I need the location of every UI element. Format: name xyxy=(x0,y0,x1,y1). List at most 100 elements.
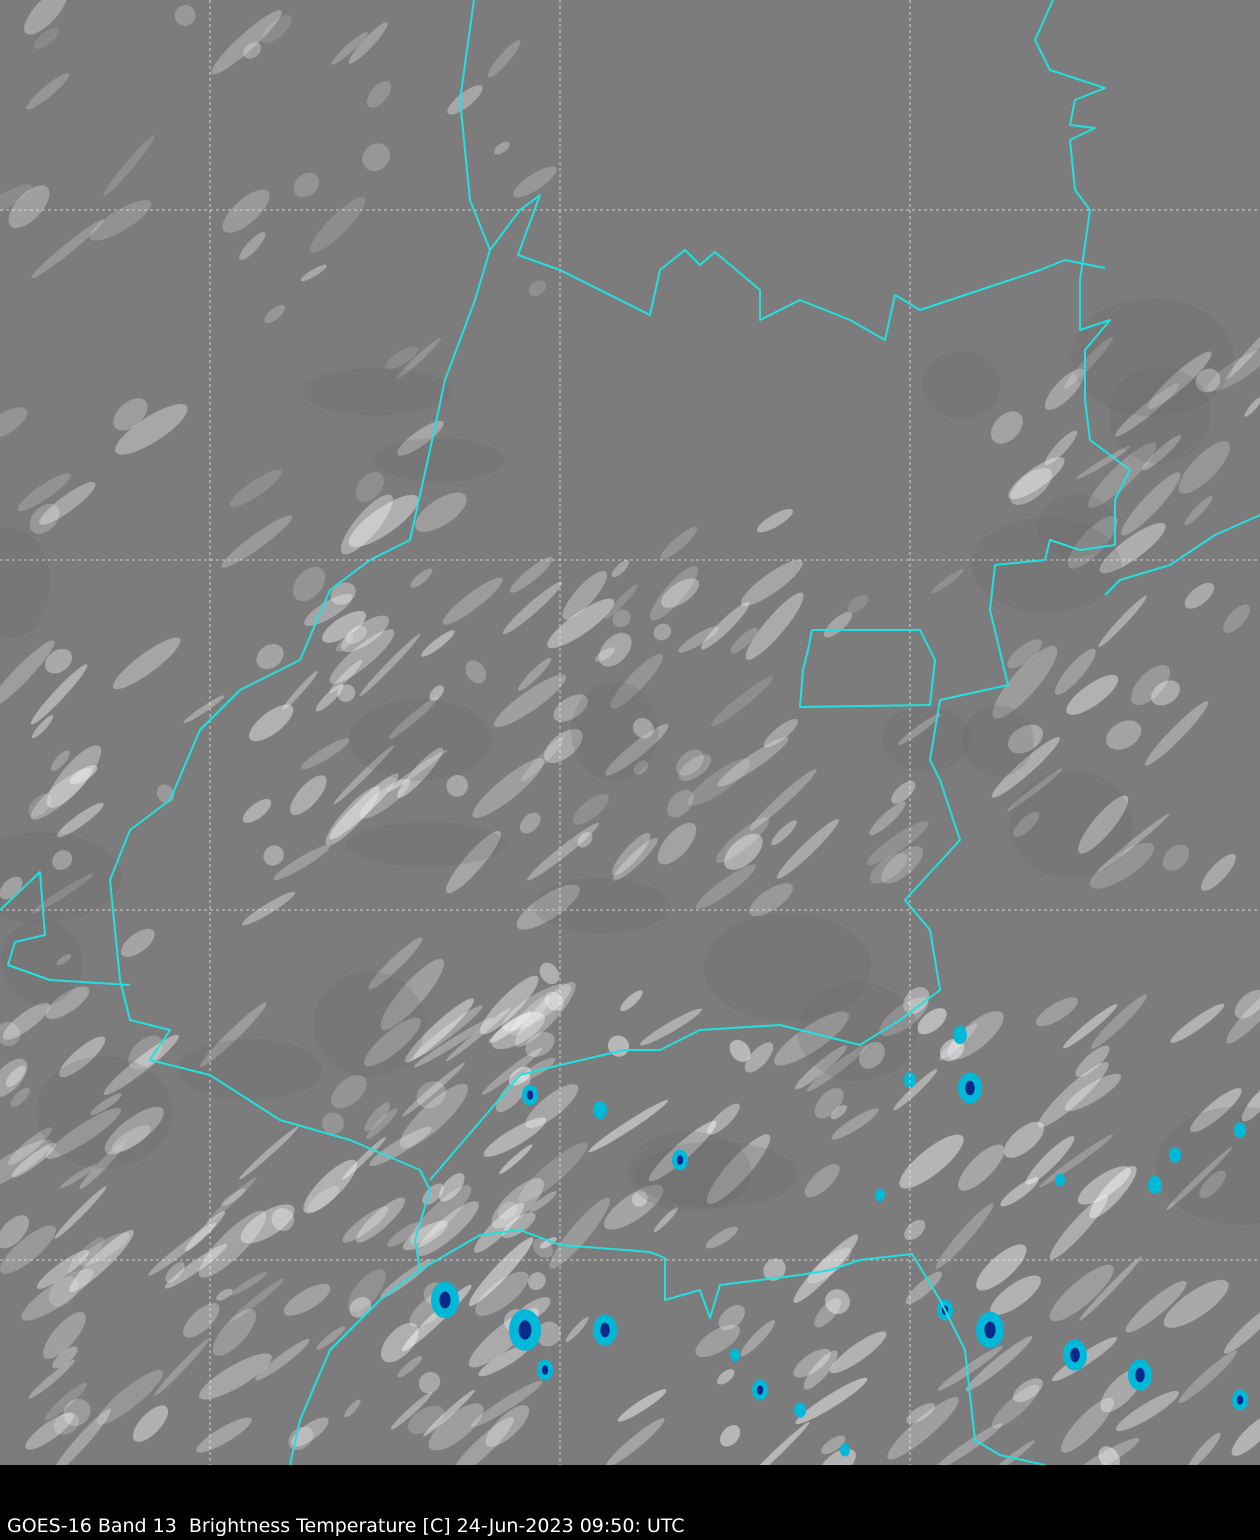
cloud-streak xyxy=(1226,984,1260,1044)
cloud-streak xyxy=(572,794,609,825)
cold-cloud-blue xyxy=(1236,1395,1244,1405)
cloud-streak xyxy=(905,1271,943,1305)
cloud-streak xyxy=(10,1087,30,1107)
cloud-streak xyxy=(304,593,353,626)
cloud-streak xyxy=(724,833,763,870)
cold-cloud-blue xyxy=(1070,1347,1080,1363)
cloud-streak xyxy=(891,780,916,804)
cloud-streak xyxy=(2,1002,50,1040)
cloud-streak xyxy=(183,1303,220,1338)
cloud-streak xyxy=(291,1417,329,1447)
cloud-streak xyxy=(316,1326,346,1350)
cloud-streak xyxy=(216,1288,233,1301)
image-caption: GOES-16 Band 13 Brightness Temperature [… xyxy=(7,1515,685,1537)
cloud-streak xyxy=(742,1421,810,1465)
cloud-streak xyxy=(1190,1088,1242,1133)
cloud-streak xyxy=(1178,441,1230,494)
cloud-streak xyxy=(1044,368,1085,410)
cloud-streak xyxy=(446,774,469,797)
cloud-streak xyxy=(1225,319,1260,381)
cloud-streak xyxy=(525,1032,555,1058)
cloud-streak xyxy=(402,1220,448,1251)
cloud-streak xyxy=(678,626,719,653)
cloud-streak xyxy=(103,1034,179,1096)
cloud-streak xyxy=(43,1311,86,1359)
cloud-streak xyxy=(514,981,576,1047)
dark-patch xyxy=(971,517,1122,613)
cloud-streak xyxy=(292,566,326,602)
cloud-streak xyxy=(349,1297,372,1318)
cloud-streak xyxy=(814,1087,844,1119)
cloud-streak xyxy=(720,1425,741,1447)
cloud-streak xyxy=(1145,701,1209,766)
cloud-streak xyxy=(687,758,751,806)
dark-patch xyxy=(302,367,451,416)
cloud-streak xyxy=(539,1237,557,1249)
dark-patch xyxy=(0,919,83,1006)
cloud-streak xyxy=(631,1191,648,1207)
cloud-streak xyxy=(562,571,607,620)
cloud-streak xyxy=(0,1058,28,1098)
lat-lon-grid xyxy=(0,0,1260,1465)
cloud-streak xyxy=(333,745,394,805)
cloud-streak xyxy=(706,1134,771,1205)
cloud-streak xyxy=(1184,582,1215,609)
cloud-streak xyxy=(255,1339,310,1381)
cloud-streak xyxy=(1049,1264,1114,1322)
cloud-streak xyxy=(468,1237,534,1307)
cloud-streak xyxy=(676,749,704,776)
cloud-streak xyxy=(1060,1397,1114,1453)
cloud-streak xyxy=(0,1021,21,1046)
cloud-streak xyxy=(958,1144,1005,1191)
cloud-streak xyxy=(25,1412,74,1450)
cloud-streak xyxy=(67,1237,105,1275)
cloud-streak xyxy=(1008,457,1065,500)
cold-cloud-cyan xyxy=(1055,1173,1065,1187)
cloud-streak xyxy=(485,1405,530,1447)
cloud-streak xyxy=(1007,768,1063,812)
cloud-streak xyxy=(89,200,152,241)
cloud-streak xyxy=(45,986,90,1019)
cloud-streak xyxy=(399,1083,468,1148)
cold-cloud-blue xyxy=(984,1321,996,1339)
cloud-streak xyxy=(1206,349,1260,392)
cloud-streak xyxy=(293,172,320,198)
cold-cloud-blue xyxy=(439,1291,451,1309)
cloud-streak xyxy=(148,1222,217,1276)
cloud-streak xyxy=(518,1142,588,1203)
cloud-streak xyxy=(795,1377,868,1424)
cloud-streak xyxy=(309,196,366,254)
cloud-streak xyxy=(303,1159,357,1214)
cloud-streak xyxy=(335,635,354,652)
cloud-streak xyxy=(31,219,104,279)
cloud-streak xyxy=(547,598,615,649)
cloud-streak xyxy=(243,42,262,59)
cloud-streak xyxy=(405,998,474,1063)
cloud-streak xyxy=(763,718,798,748)
cloud-streak xyxy=(356,1197,406,1243)
cloud-streak xyxy=(499,1144,533,1174)
cloud-streak xyxy=(1163,1279,1229,1328)
cloud-streak xyxy=(939,1038,965,1062)
cloud-streak xyxy=(465,660,487,684)
cloud-streak xyxy=(544,728,583,764)
cloud-streak xyxy=(364,1017,422,1067)
dark-patch xyxy=(1071,297,1235,417)
cloud-streak xyxy=(763,1258,786,1281)
cloud-streak xyxy=(604,584,638,620)
border-line xyxy=(1104,514,1260,596)
cloud-streak xyxy=(32,715,54,739)
cloud-streak xyxy=(51,750,70,771)
cloud-streak xyxy=(520,737,565,782)
dark-patch xyxy=(1155,1106,1260,1225)
cloud-streak xyxy=(46,1107,121,1159)
cloud-streak xyxy=(740,559,803,606)
cloud-streak xyxy=(1013,1378,1043,1403)
cloud-streak xyxy=(705,1226,738,1249)
cold-cloud-cyan xyxy=(794,1402,806,1418)
cloud-streak xyxy=(660,527,697,560)
cloud-streak xyxy=(386,749,447,793)
cloud-streak xyxy=(745,592,804,660)
cloud-streak xyxy=(661,578,700,608)
